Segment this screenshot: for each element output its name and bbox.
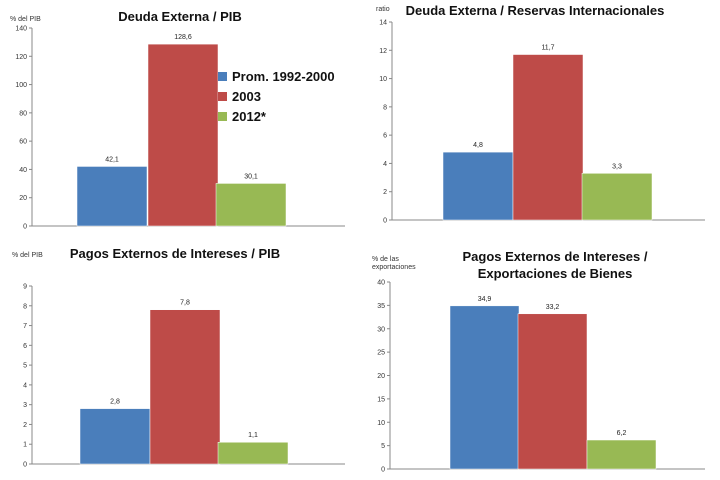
legend-swatch [218,91,227,101]
chart-title-line-1: Pagos Externos de Intereses / [462,249,648,264]
bar [517,313,588,470]
y-tick-label: 12 [379,48,387,55]
legend-swatch [218,111,227,121]
y-tick-label: 5 [381,443,385,450]
legend-swatch [218,71,227,81]
y-tick-label: 0 [381,467,385,474]
legend: Prom. 1992-2000 2003 2012* [218,66,335,126]
y-tick-label: 40 [377,280,385,287]
chart-plot: 0 20 40 60 80 100 120 140 42,1 128,6 30,1 [15,26,345,231]
chart-title: Deuda Externa / Reservas Internacionales [405,3,665,18]
y-unit-label: % del PIB [10,16,41,23]
y-tick-label: 14 [379,20,387,27]
legend-label: 2003 [232,88,261,104]
y-unit-label-line-2: exportaciones [372,264,416,271]
bar [586,439,657,470]
legend-item: 2003 [218,86,335,106]
y-tick-label: 2 [23,422,27,429]
bar [147,43,219,227]
legend-label: 2012* [232,108,266,124]
data-label: 3,3 [612,163,622,170]
y-tick-label: 35 [377,303,385,310]
y-tick-label: 0 [23,224,27,231]
data-label: 7,8 [180,300,190,307]
y-tick-label: 7 [23,323,27,330]
y-tick-label: 4 [383,161,387,168]
y-tick-label: 9 [23,284,27,291]
y-tick-label: 20 [19,195,27,202]
data-label: 34,9 [478,296,492,303]
y-tick-label: 8 [383,104,387,111]
y-tick-label: 0 [23,462,27,469]
data-label: 42,1 [105,156,119,163]
y-tick-label: 2 [383,189,387,196]
y-tick-label: 4 [23,382,27,389]
legend-label: Prom. 1992-2000 [232,68,335,84]
chart-title-line-2: Exportaciones de Bienes [477,266,633,281]
y-tick-label: 140 [15,26,27,33]
data-label: 1,1 [248,432,258,439]
data-label: 11,7 [541,45,554,52]
data-label: 33,2 [546,304,560,311]
bar [217,441,289,465]
chart-plot: 0 1 2 3 4 5 6 7 8 9 2,8 7,8 1,1 [23,284,345,469]
bar [449,305,520,470]
bar [149,309,221,465]
y-tick-label: 10 [377,420,385,427]
y-tick-label: 10 [379,76,387,83]
chart-title: Pagos Externos de Intereses / PIB [69,246,281,261]
chart-plot: 0 2 4 6 8 10 12 14 4,8 11,7 3,3 [379,20,705,225]
chart-panel-deuda-pib: Deuda Externa / PIB % del PIB 0 20 40 60 80 1… [0,0,360,240]
bar [76,166,148,227]
legend-item: Prom. 1992-2000 [218,66,335,86]
y-tick-label: 5 [23,363,27,370]
y-tick-label: 8 [23,303,27,310]
y-tick-label: 120 [15,54,27,61]
y-tick-label: 1 [23,442,27,449]
y-tick-label: 0 [383,218,387,225]
y-tick-label: 20 [377,373,385,380]
y-tick-label: 30 [377,326,385,333]
y-tick-label: 80 [19,110,27,117]
y-tick-label: 100 [15,82,27,89]
y-unit-label: ratio [376,6,390,13]
y-tick-label: 15 [377,396,385,403]
chart-title: Deuda Externa / PIB [118,9,242,24]
bar [581,173,653,221]
chart-panel-intereses-pib: Pagos Externos de Intereses / PIB % del … [0,240,360,480]
y-tick-label: 3 [23,402,27,409]
y-tick-label: 6 [383,133,387,140]
y-unit-label-line-1: % de las [372,256,399,263]
y-tick-label: 60 [19,139,27,146]
bar [215,183,287,227]
data-label: 2,8 [110,399,120,406]
bar [512,54,584,221]
legend-item: 2012* [218,106,335,126]
bar [79,408,151,465]
y-tick-label: 6 [23,343,27,350]
data-label: 128,6 [174,34,192,41]
y-unit-label: % del PIB [12,252,43,259]
data-label: 4,8 [473,142,483,149]
bar [442,151,514,221]
chart-plot: 0 5 10 15 20 25 30 35 40 34,9 33,2 6,2 [377,280,705,474]
data-label: 6,2 [617,430,627,437]
chart-panel-deuda-reservas: Deuda Externa / Reservas Internacionales… [360,0,720,240]
y-tick-label: 25 [377,350,385,357]
chart-panel-intereses-exportaciones: Pagos Externos de Intereses / Exportacio… [360,240,720,480]
y-tick-label: 40 [19,167,27,174]
data-label: 30,1 [244,173,258,180]
